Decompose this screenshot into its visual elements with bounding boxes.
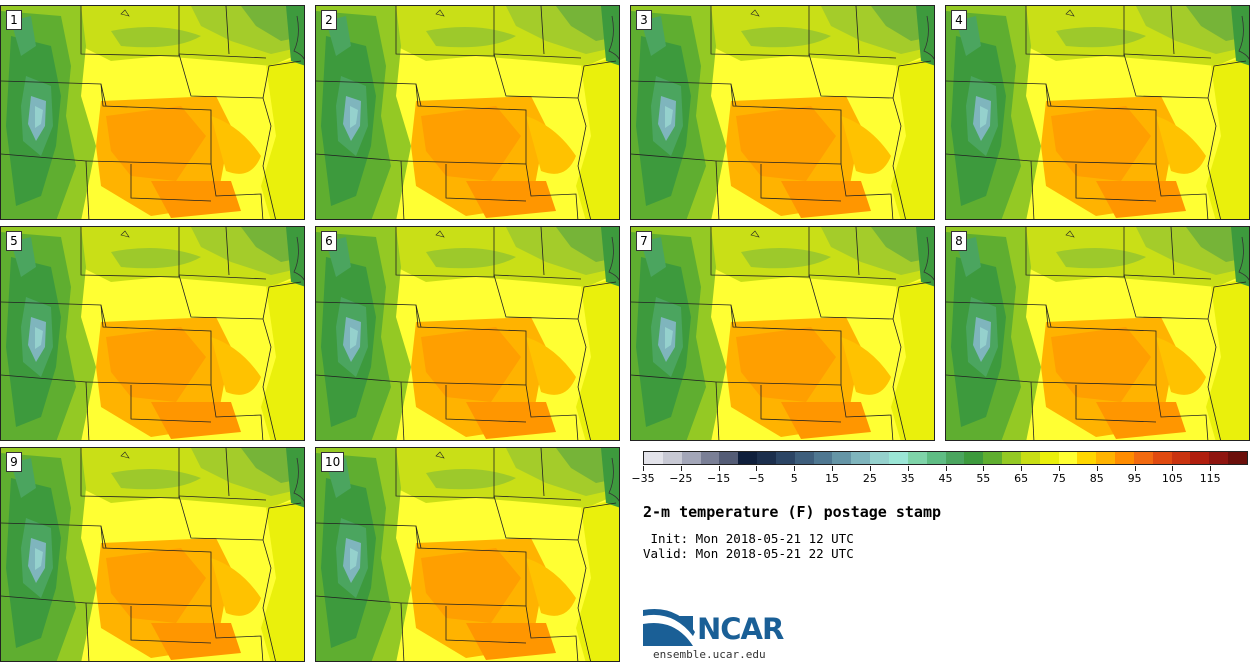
colorbar-swatch	[662, 452, 682, 464]
colorbar-tick-label: 35	[900, 472, 915, 485]
colorbar-swatch	[1190, 452, 1210, 464]
member-panel-5: 5	[0, 226, 305, 441]
colorbar-tick	[1172, 466, 1174, 471]
colorbar-swatch	[1228, 452, 1247, 464]
colorbar-swatch	[1039, 452, 1059, 464]
colorbar-tick-label: 45	[938, 472, 953, 485]
colorbar-tick	[869, 466, 871, 471]
colorbar-tick	[756, 466, 758, 471]
colorbar-tick-label: −35	[631, 472, 655, 485]
colorbar-swatch	[1171, 452, 1191, 464]
colorbar-tick	[794, 466, 796, 471]
colorbar-tick	[983, 466, 985, 471]
colorbar-swatch	[926, 452, 946, 464]
colorbar-swatch	[1152, 452, 1172, 464]
colorbar-swatch	[964, 452, 984, 464]
init-time: Init: Mon 2018-05-21 12 UTC	[643, 531, 854, 546]
colorbar-tick	[643, 466, 644, 471]
member-panel-3: 3	[630, 5, 935, 220]
colorbar-tick	[1058, 466, 1060, 471]
colorbar-swatch	[1058, 452, 1078, 464]
colorbar-tick	[1134, 466, 1136, 471]
member-panel-2: 2	[315, 5, 620, 220]
member-panel-9: 9	[0, 447, 305, 662]
colorbar-swatch	[907, 452, 927, 464]
colorbar-swatch	[945, 452, 965, 464]
colorbar-tick	[1096, 466, 1098, 471]
member-label: 9	[6, 452, 22, 472]
colorbar-tick	[1021, 466, 1023, 471]
member-panel-1: 1	[0, 5, 305, 220]
colorbar-swatch	[1209, 452, 1229, 464]
colorbar-tick-label: 15	[825, 472, 840, 485]
member-label: 3	[636, 10, 652, 30]
chart-title: 2-m temperature (F) postage stamp	[643, 503, 942, 521]
member-label: 2	[321, 10, 337, 30]
colorbar-swatch	[1002, 452, 1021, 464]
colorbar-tick-label: 55	[976, 472, 991, 485]
colorbar-swatch	[1020, 452, 1040, 464]
colorbar-swatch	[870, 452, 889, 464]
member-label: 8	[951, 231, 967, 251]
member-panel-10: 10	[315, 447, 620, 662]
colorbar-ticks: −35 −25 −15 −5 5 15 25 35 45 55 65 75 85 95 105 115	[631, 466, 1248, 486]
member-panel-4: 4	[945, 5, 1250, 220]
colorbar-swatch	[1133, 452, 1153, 464]
ncar-logo-text: NCAR	[697, 612, 784, 646]
colorbar-tick-label: 115	[1199, 472, 1221, 485]
colorbar-tick-label: 65	[1014, 472, 1029, 485]
colorbar-tick-label: 25	[862, 472, 877, 485]
colorbar-swatch	[888, 452, 908, 464]
colorbar-swatch	[983, 452, 1003, 464]
temperature-colorbar	[643, 451, 1248, 465]
colorbar-tick-label: 75	[1051, 472, 1066, 485]
colorbar-tick	[907, 466, 909, 471]
member-panel-7: 7	[630, 226, 935, 441]
colorbar-swatch	[757, 452, 776, 464]
colorbar-swatch	[644, 452, 663, 464]
site-url: ensemble.ucar.edu	[653, 648, 766, 661]
colorbar-tick-label: −15	[707, 472, 731, 485]
member-label: 4	[951, 10, 967, 30]
colorbar-tick-label: 105	[1161, 472, 1183, 485]
member-label: 6	[321, 231, 337, 251]
colorbar-tick	[1210, 466, 1212, 471]
colorbar-swatch	[1115, 452, 1134, 464]
colorbar-swatch	[700, 452, 720, 464]
valid-time: Valid: Mon 2018-05-21 22 UTC	[643, 546, 854, 561]
colorbar-swatch	[775, 452, 795, 464]
colorbar-swatch	[794, 452, 814, 464]
colorbar-tick	[832, 466, 834, 471]
colorbar-tick-label: 5	[790, 472, 798, 485]
colorbar-swatch	[738, 452, 758, 464]
member-panel-8: 8	[945, 226, 1250, 441]
member-label: 10	[321, 452, 345, 472]
member-panel-6: 6	[315, 226, 620, 441]
colorbar-swatch	[1077, 452, 1097, 464]
member-label: 1	[6, 10, 22, 30]
colorbar-tick-label: −5	[748, 472, 765, 485]
colorbar-swatch	[719, 452, 739, 464]
member-label: 7	[636, 231, 652, 251]
colorbar-tick-label: 95	[1127, 472, 1142, 485]
colorbar-tick	[680, 466, 682, 471]
colorbar-swatch	[851, 452, 871, 464]
colorbar-tick-label: 85	[1089, 472, 1104, 485]
colorbar-swatch	[813, 452, 833, 464]
colorbar-swatch	[681, 452, 701, 464]
member-label: 5	[6, 231, 22, 251]
colorbar-swatch	[1096, 452, 1116, 464]
colorbar-tick-label: −25	[669, 472, 693, 485]
ncar-logo-icon	[643, 608, 695, 646]
colorbar-tick	[945, 466, 947, 471]
colorbar-tick	[718, 466, 720, 471]
colorbar-swatch	[832, 452, 852, 464]
